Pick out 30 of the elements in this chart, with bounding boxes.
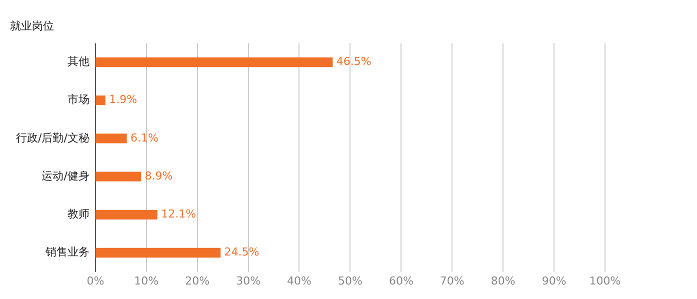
x-tick-label: 50% xyxy=(338,274,362,288)
data-label: 24.5% xyxy=(224,246,260,259)
bar xyxy=(96,248,221,258)
data-label: 46.5% xyxy=(336,55,372,68)
data-label: 1.9% xyxy=(109,93,138,106)
bar xyxy=(96,96,106,106)
y-tick-label: 行政/后勤/文秘 xyxy=(16,131,90,144)
x-tick-label: 80% xyxy=(490,274,516,288)
bar xyxy=(96,57,333,68)
x-tick-label: 0% xyxy=(86,274,104,288)
x-tick-label: 10% xyxy=(134,274,159,288)
data-label: 6.1% xyxy=(130,131,158,144)
data-label: 12.1% xyxy=(161,208,196,221)
bar xyxy=(96,172,142,182)
bar xyxy=(96,134,127,144)
x-tick-label: 20% xyxy=(185,274,210,288)
y-tick-label: 其他 xyxy=(67,55,90,68)
y-tick-label: 市场 xyxy=(67,93,90,106)
data-label: 8.9% xyxy=(144,169,173,182)
x-tick-label: 100% xyxy=(589,274,621,288)
x-tick-label: 70% xyxy=(440,274,464,288)
x-tick-label: 60% xyxy=(388,274,414,288)
y-axis-title: 就业岗位 xyxy=(10,19,54,32)
bar xyxy=(96,210,158,220)
x-tick-label: 40% xyxy=(287,274,312,288)
y-tick-label: 教师 xyxy=(67,208,90,221)
x-tick-label: 90% xyxy=(542,274,566,288)
x-tick-label: 30% xyxy=(236,274,261,288)
y-tick-label: 运动/健身 xyxy=(42,169,90,182)
y-tick-label: 销售业务 xyxy=(44,246,90,259)
